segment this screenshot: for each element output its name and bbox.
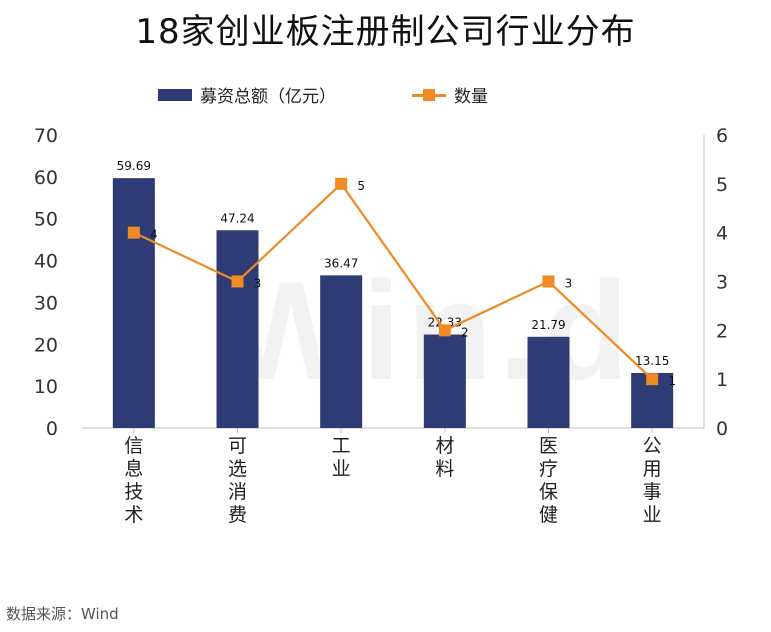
y-right-tick-label: 6 bbox=[716, 125, 728, 147]
line-point bbox=[542, 275, 555, 288]
bar bbox=[527, 336, 570, 428]
count-line bbox=[133, 182, 653, 380]
bar-data-label: 47.24 bbox=[220, 211, 254, 225]
x-tick-label: 公用事业 bbox=[643, 435, 662, 526]
y-right-tick-label: 1 bbox=[716, 369, 728, 391]
line-point bbox=[231, 275, 244, 288]
y-left-tick-label: 30 bbox=[34, 292, 58, 314]
y-left-tick-label: 10 bbox=[34, 376, 58, 398]
line-data-label: 3 bbox=[565, 277, 573, 291]
line-point bbox=[646, 373, 659, 386]
line-data-label: 4 bbox=[150, 228, 158, 242]
line-data-label: 1 bbox=[668, 374, 676, 388]
legend-swatch-bar bbox=[158, 88, 192, 101]
y-right-tick-label: 2 bbox=[716, 320, 728, 342]
y-right-tick-label: 0 bbox=[716, 418, 728, 440]
line-data-label: 3 bbox=[254, 277, 262, 291]
bar bbox=[320, 275, 363, 428]
bar bbox=[216, 230, 259, 428]
legend-item-line: 数量 bbox=[412, 82, 488, 107]
y-right-tick-label: 3 bbox=[716, 272, 728, 294]
y-left-tick-label: 60 bbox=[34, 167, 58, 189]
y-left-tick-label: 50 bbox=[34, 209, 58, 231]
bar-data-label: 21.79 bbox=[531, 318, 565, 332]
bar-data-label: 59.69 bbox=[117, 159, 151, 173]
legend: 募资总额（亿元） 数量 bbox=[0, 82, 771, 108]
x-tick-label: 信息技术 bbox=[124, 435, 143, 526]
bar-data-label: 36.47 bbox=[324, 256, 358, 270]
y-left-tick-label: 0 bbox=[46, 418, 58, 440]
y-right-tick-label: 4 bbox=[716, 223, 728, 245]
line-point bbox=[438, 324, 451, 337]
y-left-tick-label: 40 bbox=[34, 251, 58, 273]
chart-title: 18家创业板注册制公司行业分布 bbox=[135, 12, 636, 52]
legend-label-bar: 募资总额（亿元） bbox=[200, 87, 336, 107]
bar bbox=[112, 178, 155, 428]
bar bbox=[423, 334, 466, 428]
line-point bbox=[335, 177, 348, 190]
x-tick-label: 医疗保健 bbox=[539, 435, 558, 526]
line-point bbox=[127, 226, 140, 239]
legend-label-line: 数量 bbox=[454, 87, 488, 107]
line-data-label: 5 bbox=[357, 179, 365, 193]
line-data-label: 2 bbox=[461, 325, 469, 339]
y-left-tick-label: 70 bbox=[34, 125, 58, 147]
legend-item-bar: 募资总额（亿元） bbox=[158, 82, 336, 107]
bar-data-label: 13.15 bbox=[635, 354, 669, 368]
x-tick-label: 可选消费 bbox=[228, 435, 247, 526]
x-tick-label: 材料 bbox=[435, 435, 454, 480]
legend-swatch-line bbox=[412, 88, 446, 101]
source-note: 数据来源：Wind bbox=[6, 605, 119, 623]
y-right-tick-label: 5 bbox=[716, 174, 728, 196]
y-left-tick-label: 20 bbox=[34, 334, 58, 356]
x-tick-label: 工业 bbox=[332, 435, 351, 480]
